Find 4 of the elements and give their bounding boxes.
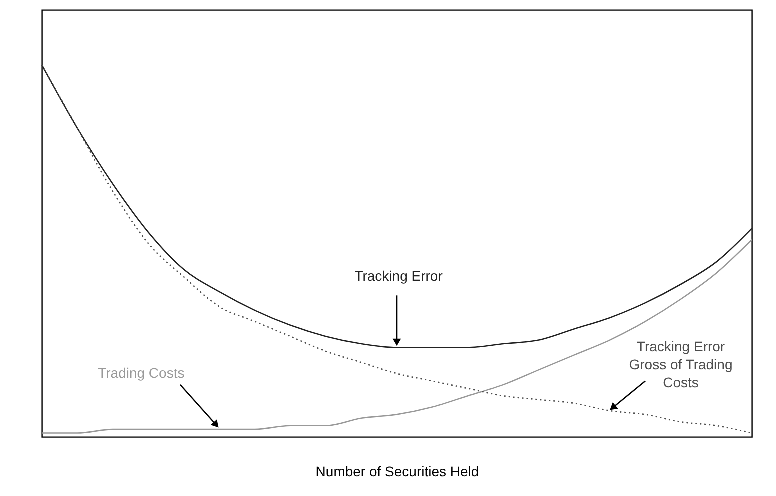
text: Trading Costs xyxy=(98,364,185,381)
series-label: Tracking Error Gross of Trading Costs xyxy=(629,338,733,391)
x-axis-title: Number of Securities Held xyxy=(316,464,480,480)
text: Tracking Error xyxy=(354,268,444,284)
